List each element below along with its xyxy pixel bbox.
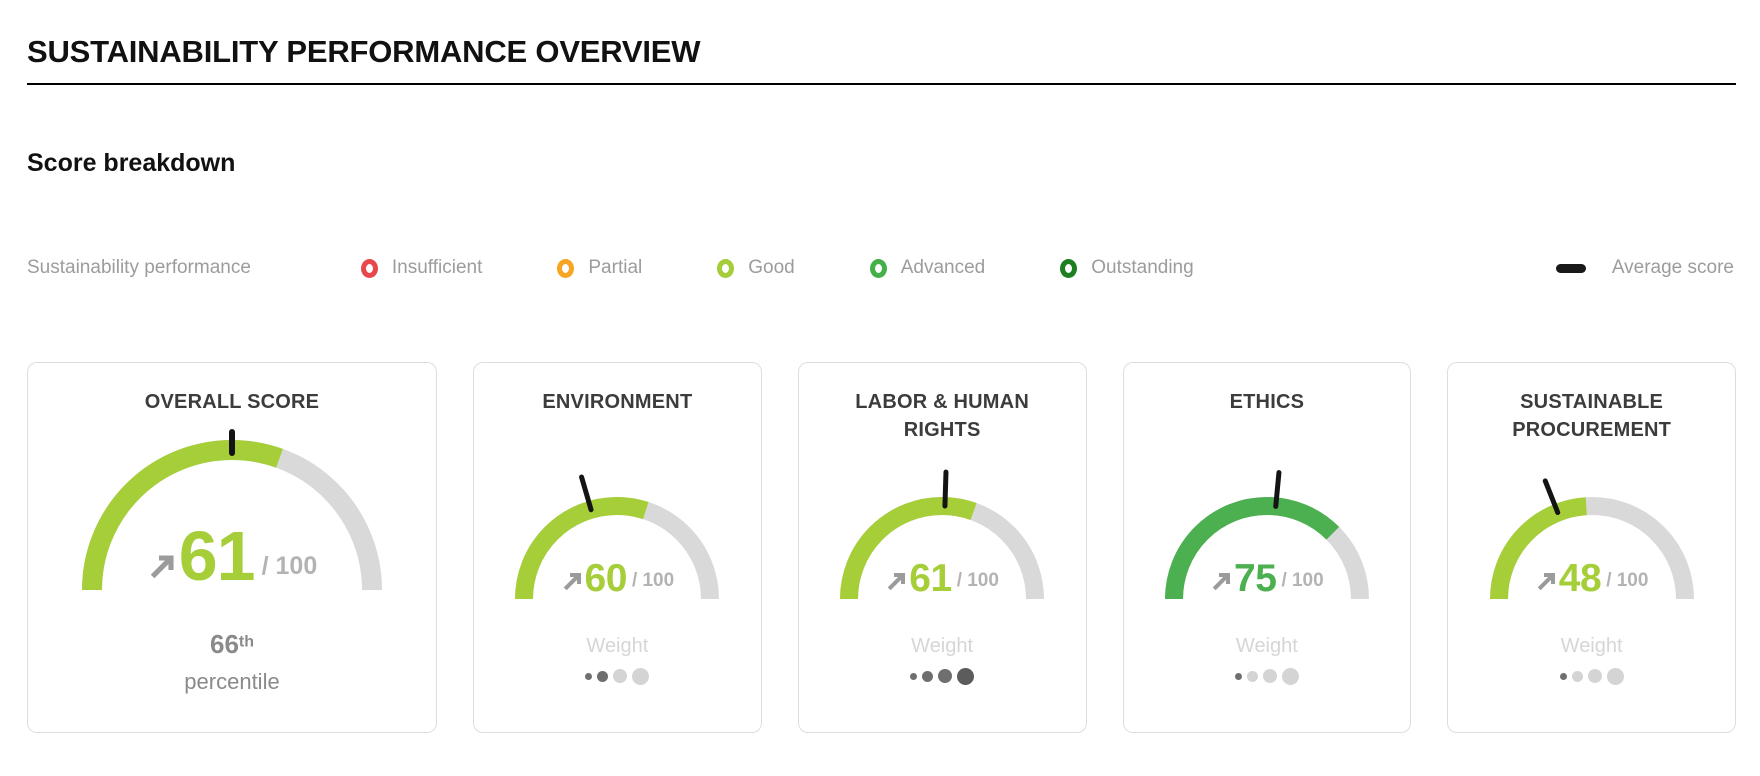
score-line: 48 / 100 bbox=[1477, 557, 1707, 601]
ethics-gauge: 75 / 100 bbox=[1152, 459, 1382, 617]
weight-label: Weight bbox=[1560, 635, 1623, 657]
card-environment: ENVIRONMENT 60 / 100 Weight bbox=[473, 362, 762, 733]
section-title: Score breakdown bbox=[27, 149, 236, 177]
legend-item-outstanding: Outstanding bbox=[1060, 257, 1194, 279]
average-score-tick bbox=[1542, 478, 1560, 516]
percentile-label: percentile bbox=[184, 669, 280, 694]
partial-ring-icon bbox=[557, 258, 575, 278]
card-ethics: ETHICS 75 / 100 Weight bbox=[1122, 362, 1412, 733]
labor-human-rights-gauge: 61 / 100 bbox=[827, 459, 1057, 617]
average-score-tick bbox=[1273, 470, 1282, 509]
environment-gauge: 60 / 100 bbox=[502, 459, 732, 617]
legend-label: Outstanding bbox=[1091, 257, 1194, 278]
score-line: 61 / 100 bbox=[67, 516, 397, 595]
score-max: / 100 bbox=[631, 570, 675, 591]
card-title: ENVIRONMENT bbox=[542, 391, 693, 413]
score-value: 75 bbox=[1234, 557, 1277, 601]
card-sustainable-procurement: SUSTAINABLE PROCUREMENT 48 / 100 bbox=[1447, 362, 1736, 733]
gauge-chart bbox=[515, 474, 720, 600]
legend-item-average-score: Average score bbox=[1555, 257, 1734, 279]
trend-up-arrow-icon bbox=[1535, 569, 1559, 593]
insufficient-ring-icon bbox=[360, 258, 378, 278]
average-score-dash-icon bbox=[1555, 263, 1586, 273]
trend-up-arrow-icon bbox=[561, 569, 585, 593]
page-title: SUSTAINABILITY PERFORMANCE OVERVIEW bbox=[27, 34, 701, 69]
weight-label: Weight bbox=[586, 635, 649, 657]
legend-item-advanced: Advanced bbox=[869, 257, 986, 279]
outstanding-ring-icon bbox=[1060, 258, 1078, 278]
percentile-value: 66th bbox=[209, 629, 255, 659]
legend-item-insufficient: Insufficient bbox=[360, 257, 483, 279]
legend-item-good: Good bbox=[717, 257, 795, 279]
percentile-block: 66th percentile bbox=[28, 629, 436, 695]
weight-dots bbox=[1124, 666, 1411, 686]
score-max: / 100 bbox=[1281, 570, 1324, 591]
gauge-chart bbox=[82, 429, 382, 591]
score-legend: Sustainability performance Insufficient … bbox=[27, 256, 1736, 280]
score-value: 60 bbox=[584, 557, 628, 601]
legend-label: Insufficient bbox=[391, 257, 483, 278]
weight-label: Weight bbox=[911, 635, 974, 657]
gauge-chart bbox=[1164, 470, 1369, 600]
score-max: / 100 bbox=[956, 570, 999, 591]
score-max: / 100 bbox=[261, 552, 318, 580]
score-line: 75 / 100 bbox=[1152, 557, 1382, 601]
card-title: SUSTAINABLE PROCUREMENT bbox=[1512, 391, 1672, 441]
trend-up-arrow-icon bbox=[885, 569, 909, 593]
weight-label: Weight bbox=[1235, 635, 1298, 657]
card-labor-human-rights: LABOR & HUMAN RIGHTS 61 / 100 bbox=[797, 362, 1087, 733]
weight-dots bbox=[799, 666, 1086, 686]
trend-up-arrow-icon bbox=[1210, 569, 1234, 593]
advanced-ring-icon bbox=[869, 258, 887, 278]
sustainability-overview-page: SUSTAINABILITY PERFORMANCE OVERVIEW Scor… bbox=[27, 34, 1736, 733]
score-value: 48 bbox=[1558, 557, 1602, 601]
legend-label: Advanced bbox=[900, 257, 986, 278]
legend-label: Average score bbox=[1611, 257, 1734, 278]
good-ring-icon bbox=[717, 258, 735, 278]
average-score-tick bbox=[579, 474, 594, 513]
gauge-chart bbox=[840, 469, 1045, 600]
title-underline bbox=[27, 83, 1736, 85]
score-line: 61 / 100 bbox=[827, 557, 1057, 601]
weight-dots bbox=[1448, 666, 1735, 686]
card-title: OVERALL SCORE bbox=[144, 391, 320, 413]
weight-dots bbox=[474, 666, 761, 686]
overall-score-gauge: 61 / 100 bbox=[67, 415, 397, 607]
sustainable-procurement-gauge: 48 / 100 bbox=[1477, 459, 1707, 617]
card-title: LABOR & HUMAN RIGHTS bbox=[855, 391, 1029, 441]
legend-caption: Sustainability performance bbox=[27, 257, 251, 278]
score-cards-row: OVERALL SCORE 61 / 100 bbox=[27, 362, 1736, 733]
legend-label: Good bbox=[748, 257, 795, 278]
score-line: 60 / 100 bbox=[502, 557, 732, 601]
average-score-tick bbox=[942, 469, 949, 509]
score-value: 61 bbox=[178, 516, 256, 595]
card-title: ETHICS bbox=[1229, 391, 1305, 413]
score-max: / 100 bbox=[1606, 570, 1649, 591]
legend-item-partial: Partial bbox=[557, 257, 642, 279]
legend-label: Partial bbox=[588, 257, 643, 278]
trend-up-arrow-icon bbox=[147, 550, 179, 582]
score-value: 61 bbox=[909, 557, 952, 601]
gauge-chart bbox=[1489, 478, 1694, 600]
card-overall-score: OVERALL SCORE 61 / 100 bbox=[27, 362, 437, 733]
